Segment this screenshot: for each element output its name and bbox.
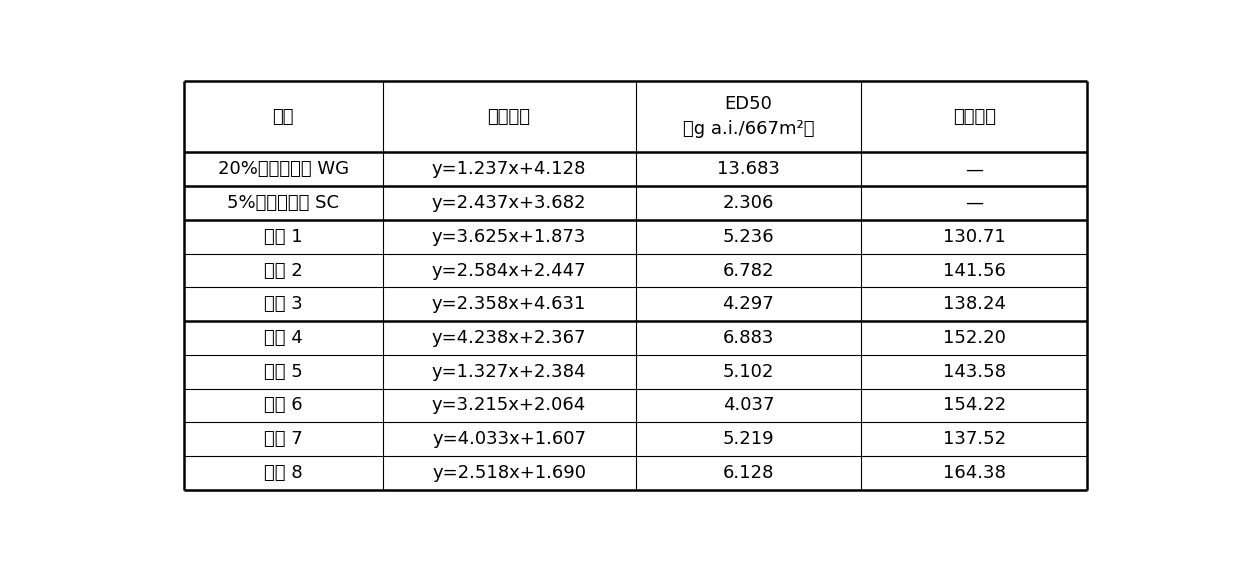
Text: 实例 7: 实例 7 — [264, 430, 303, 448]
Text: 152.20: 152.20 — [942, 329, 1006, 347]
Text: 回归直线: 回归直线 — [487, 108, 531, 125]
Text: y=3.215x+2.064: y=3.215x+2.064 — [432, 397, 587, 415]
Text: y=1.237x+4.128: y=1.237x+4.128 — [432, 160, 587, 179]
Text: 实例 2: 实例 2 — [264, 262, 303, 280]
Text: y=2.584x+2.447: y=2.584x+2.447 — [432, 262, 587, 280]
Text: 4.297: 4.297 — [723, 295, 774, 313]
Text: y=2.437x+3.682: y=2.437x+3.682 — [432, 194, 587, 212]
Text: 5.219: 5.219 — [723, 430, 774, 448]
Text: 药剂: 药剂 — [273, 108, 294, 125]
Text: y=3.625x+1.873: y=3.625x+1.873 — [432, 228, 587, 246]
Text: —: — — [965, 194, 983, 212]
Text: （g a.i./667m²）: （g a.i./667m²） — [683, 120, 815, 138]
Text: 6.128: 6.128 — [723, 464, 774, 482]
Text: 13.683: 13.683 — [717, 160, 780, 179]
Text: 154.22: 154.22 — [942, 397, 1006, 415]
Text: y=1.327x+2.384: y=1.327x+2.384 — [432, 363, 587, 381]
Text: 137.52: 137.52 — [942, 430, 1006, 448]
Text: 2.306: 2.306 — [723, 194, 774, 212]
Text: 实例 5: 实例 5 — [264, 363, 303, 381]
Text: 共毒系数: 共毒系数 — [952, 108, 996, 125]
Text: y=2.518x+1.690: y=2.518x+1.690 — [432, 464, 587, 482]
Text: 141.56: 141.56 — [942, 262, 1006, 280]
Text: 164.38: 164.38 — [942, 464, 1006, 482]
Text: 143.58: 143.58 — [942, 363, 1006, 381]
Text: 4.037: 4.037 — [723, 397, 774, 415]
Text: 6.782: 6.782 — [723, 262, 774, 280]
Text: 5%氟吡酰草胺 SC: 5%氟吡酰草胺 SC — [227, 194, 340, 212]
Text: 20%二甲戊乐灵 WG: 20%二甲戊乐灵 WG — [218, 160, 348, 179]
Text: 130.71: 130.71 — [942, 228, 1006, 246]
Text: 实例 4: 实例 4 — [264, 329, 303, 347]
Text: y=4.033x+1.607: y=4.033x+1.607 — [432, 430, 587, 448]
Text: 5.236: 5.236 — [723, 228, 774, 246]
Text: y=4.238x+2.367: y=4.238x+2.367 — [432, 329, 587, 347]
Text: 138.24: 138.24 — [942, 295, 1006, 313]
Text: ED50: ED50 — [724, 95, 773, 114]
Text: 实例 1: 实例 1 — [264, 228, 303, 246]
Text: 实例 6: 实例 6 — [264, 397, 303, 415]
Text: —: — — [965, 160, 983, 179]
Text: 5.102: 5.102 — [723, 363, 774, 381]
Text: 6.883: 6.883 — [723, 329, 774, 347]
Text: 实例 8: 实例 8 — [264, 464, 303, 482]
Text: y=2.358x+4.631: y=2.358x+4.631 — [432, 295, 587, 313]
Text: 实例 3: 实例 3 — [264, 295, 303, 313]
